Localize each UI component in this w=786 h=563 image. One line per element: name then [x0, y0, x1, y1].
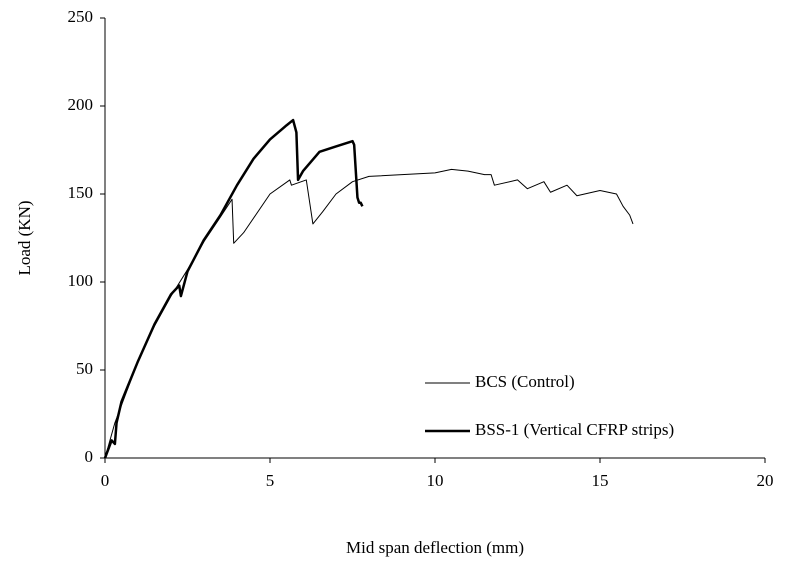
y-tick-label: 150: [68, 183, 94, 202]
x-tick-label: 10: [427, 471, 444, 490]
legend-label: BCS (Control): [475, 372, 575, 391]
y-tick-label: 50: [76, 359, 93, 378]
x-tick-label: 5: [266, 471, 275, 490]
data-line: [104, 168, 634, 459]
legend-label: BSS-1 (Vertical CFRP strips): [475, 420, 674, 439]
y-tick-label: 250: [68, 7, 94, 26]
data-line: [103, 118, 364, 459]
y-tick-label: 0: [85, 447, 94, 466]
y-tick-label: 200: [68, 95, 94, 114]
x-tick-label: 15: [592, 471, 609, 490]
y-tick-label: 100: [68, 271, 94, 290]
x-tick-label: 20: [757, 471, 774, 490]
x-tick-label: 0: [101, 471, 110, 490]
x-axis-label: Mid span deflection (mm): [346, 538, 524, 557]
y-axis-label: Load (KN): [15, 200, 34, 275]
